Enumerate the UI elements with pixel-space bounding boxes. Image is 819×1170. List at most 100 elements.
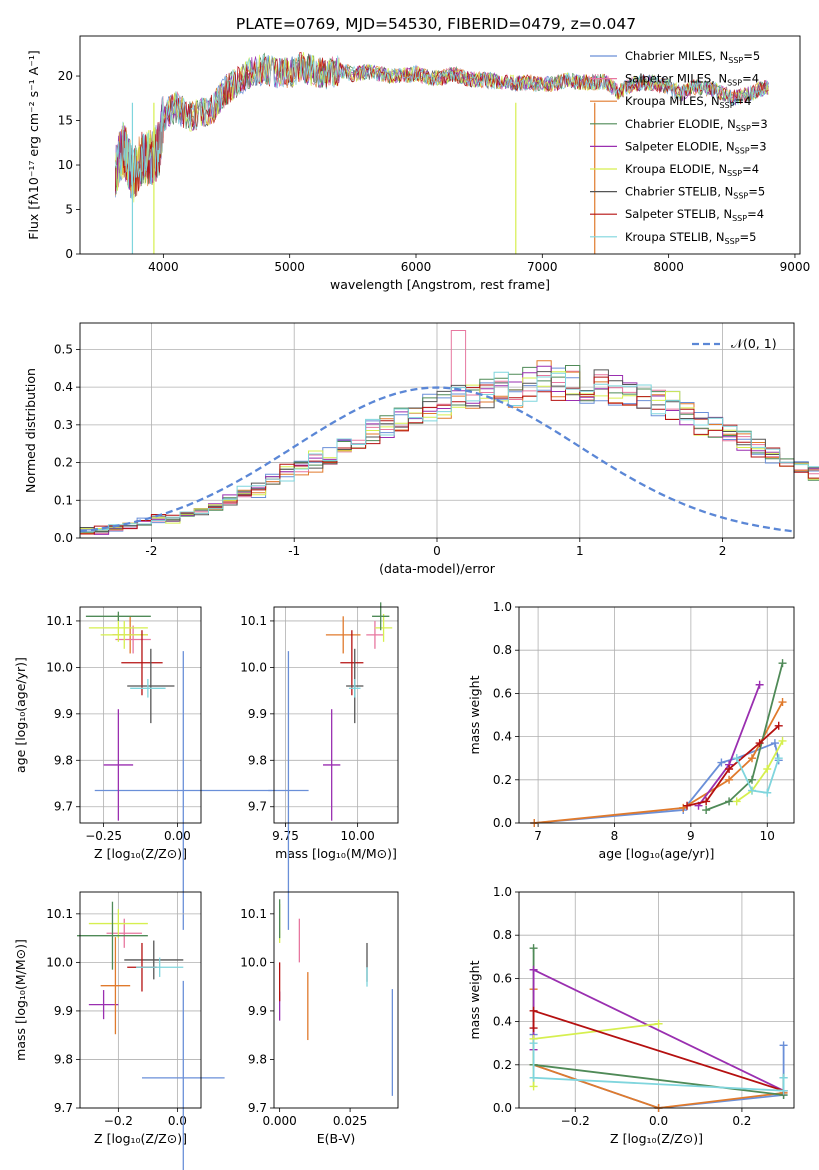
residuals-xtick-label-3: 1 <box>576 544 584 558</box>
mass-weight-vs-Z-ylabel: mass weight <box>467 960 482 1039</box>
mass-weight-vs-Z-xtick-label-0: −0.2 <box>561 1114 590 1128</box>
mass-weight-vs-Z-xtick-label-2: 0.2 <box>732 1114 751 1128</box>
age-vs-Z-xtick-label-1: 0.00 <box>164 829 191 843</box>
residuals-xtick-label-1: -1 <box>288 544 300 558</box>
mass-weight-vs-Z-marker-kroupa_stelib-0 <box>529 1039 538 1048</box>
age-vs-mass-axes-frame <box>273 606 399 824</box>
legend-entry-7: Salpeter STELIB, NSSP=4 <box>625 207 764 223</box>
mass-weight-vs-age-xlabel: age [log₁₀(age/yr)] <box>599 846 715 861</box>
legend-entry-5: Kroupa ELODIE, NSSP=4 <box>625 162 759 178</box>
residuals-hist-kroupa_stelib <box>79 371 819 538</box>
mass-weight-vs-Z-marker-chabrier_miles-4 <box>779 1041 788 1050</box>
mass-weight-vs-age-marker-kroupa_stelib-2 <box>763 788 772 797</box>
mass-weight-vs-Z-marker-kroupa_elodie-2 <box>654 1019 663 1028</box>
mass-vs-Z-ytick-label-1: 9.8 <box>54 1052 73 1066</box>
mass-weight-vs-age-marker-salpeter_stelib-1 <box>702 797 711 806</box>
mass-weight-vs-age-marker-chabrier_miles-4 <box>770 739 779 748</box>
mass-weight-vs-age-marker-kroupa_elodie-2 <box>763 765 772 773</box>
spectrum-ytick-label-1: 5 <box>65 203 73 217</box>
spectrum-xtick-label-4: 8000 <box>653 260 684 274</box>
mass-vs-EBV-ytick-label-2: 9.9 <box>248 1004 267 1018</box>
mass-vs-Z-ytick-label-4: 10.1 <box>46 907 73 921</box>
mass-weight-vs-age-ytick-label-5: 1.0 <box>493 600 512 614</box>
spectrum-xtick-label-0: 4000 <box>148 260 179 274</box>
mass-weight-vs-Z-ytick-label-1: 0.2 <box>493 1058 512 1072</box>
residuals-ylabel: Normed distribution <box>23 368 38 493</box>
mass-vs-Z-xtick-label-1: 0.0 <box>168 1114 187 1128</box>
mass-weight-vs-Z-marker-salpeter_stelib-1 <box>529 1006 538 1015</box>
mass-weight-vs-age-marker-salpeter_stelib-4 <box>774 721 783 730</box>
age-vs-Z-ytick-label-3: 10.0 <box>46 660 73 674</box>
mass-vs-Z-xtick-label-0: −0.2 <box>104 1114 133 1128</box>
spectrum-ytick-label-2: 10 <box>58 158 73 172</box>
mass-weight-vs-age-marker-chabrier_miles-2 <box>717 758 726 767</box>
mass-vs-EBV-axes-frame <box>273 891 399 1109</box>
residuals-axes-frame <box>79 322 795 539</box>
mass-weight-vs-age-ytick-label-3: 0.6 <box>493 686 512 700</box>
mass-weight-vs-age-marker-kroupa_miles-2 <box>725 775 734 784</box>
mass-weight-vs-age-marker-kroupa_stelib-0 <box>732 754 741 763</box>
age-vs-Z-axes-frame <box>79 606 202 824</box>
mass-weight-vs-age-series-kroupa_elodie <box>736 740 784 803</box>
spectrum-ytick-label-3: 15 <box>58 114 73 128</box>
residuals-xlabel: (data-model)/error <box>379 561 496 576</box>
mass-vs-Z-ylabel: mass [log₁₀(M/M⊙)] <box>13 939 28 1061</box>
age-vs-Z-ytick-label-1: 9.8 <box>54 753 73 767</box>
mass-vs-Z-xlabel: Z [log₁₀(Z/Z⊙)] <box>94 1131 187 1146</box>
spectrum-ylabel: Flux [fλ10⁻¹⁷ erg cm⁻² s⁻¹ A⁻¹] <box>26 50 41 239</box>
residuals-ytick-label-4: 0.4 <box>54 380 73 394</box>
mass-weight-vs-age-marker-salpeter_stelib-3 <box>755 739 764 748</box>
legend-entry-3: Chabrier ELODIE, NSSP=3 <box>625 117 768 133</box>
mass-weight-vs-age-marker-salpeter_elodie-2 <box>755 680 764 689</box>
mass-weight-vs-Z-xlabel: Z [log₁₀(Z/Z⊙)] <box>610 1131 703 1146</box>
legend-entry-2: Kroupa MILES, NSSP=4 <box>625 94 751 110</box>
figure-title: PLATE=0769, MJD=54530, FIBERID=0479, z=0… <box>236 15 636 33</box>
mass-vs-EBV-xtick-label-1: 0.025 <box>333 1114 367 1128</box>
age-vs-mass-ytick-label-3: 10.0 <box>240 660 267 674</box>
mass-weight-vs-age-marker-kroupa_miles-3 <box>747 754 756 763</box>
mass-vs-EBV-xlabel: E(B-V) <box>317 1131 356 1146</box>
mass-weight-vs-age-marker-chabrier_elodie-2 <box>747 775 756 784</box>
residuals-legend-label: 𝒩(0, 1) <box>731 336 777 351</box>
age-vs-mass-ytick-label-2: 9.9 <box>248 707 267 721</box>
mass-weight-vs-age-marker-kroupa_stelib-1 <box>747 786 756 795</box>
mass-weight-vs-Z-marker-salpeter_stelib-0 <box>529 1024 538 1033</box>
mass-vs-EBV-ytick-label-3: 10.0 <box>240 955 267 969</box>
mass-weight-vs-age-series-chabrier_elodie <box>705 662 784 811</box>
mass-weight-vs-age-marker-kroupa_elodie-3 <box>778 736 787 745</box>
spectrum-axes-frame <box>79 35 801 255</box>
spectrum-xtick-label-3: 7000 <box>527 260 558 274</box>
mass-weight-vs-age-marker-kroupa_stelib-3 <box>774 754 783 763</box>
mass-weight-vs-Z-marker-kroupa_elodie-0 <box>529 1082 538 1091</box>
spectrum-xlabel: wavelength [Angstrom, rest frame] <box>330 277 550 292</box>
mass-weight-vs-age-axes-frame <box>518 606 795 824</box>
mass-weight-vs-Z-xtick-label-1: 0.0 <box>649 1114 668 1128</box>
mass-weight-vs-age-xtick-label-3: 10 <box>760 829 775 843</box>
mass-weight-vs-Z-axes-frame <box>518 891 795 1109</box>
mass-weight-vs-age-marker-salpeter_stelib-0 <box>683 801 692 810</box>
mass-vs-EBV-xtick-label-0: 0.000 <box>262 1114 296 1128</box>
mass-weight-vs-Z-ytick-label-5: 1.0 <box>493 885 512 899</box>
residuals-hist-salpeter_elodie <box>79 365 819 538</box>
mass-weight-vs-age-marker-salpeter_stelib-2 <box>725 765 734 773</box>
age-vs-Z-xtick-label-0: −0.25 <box>85 829 122 843</box>
mass-weight-vs-age-marker-chabrier_elodie-3 <box>778 659 787 668</box>
legend-entry-1: Salpeter MILES, NSSP=4 <box>625 72 759 88</box>
mass-weight-vs-age-series-salpeter_stelib <box>686 725 780 807</box>
age-vs-Z-ytick-label-4: 10.1 <box>46 614 73 628</box>
age-vs-mass-ytick-label-4: 10.1 <box>240 614 267 628</box>
residuals-hist-kroupa_elodie <box>79 371 819 538</box>
age-vs-Z-ytick-label-0: 9.7 <box>54 800 73 814</box>
age-vs-mass-xtick-label-1: 10.00 <box>340 829 374 843</box>
mass-weight-vs-age-series-kroupa_stelib <box>735 757 780 794</box>
residuals-ytick-label-1: 0.1 <box>54 493 73 507</box>
mass-vs-Z-ytick-label-0: 9.7 <box>54 1101 73 1115</box>
mass-vs-EBV-ytick-label-0: 9.7 <box>248 1101 267 1115</box>
residuals-ytick-label-5: 0.5 <box>54 342 73 356</box>
mass-weight-vs-age-ytick-label-4: 0.8 <box>493 643 512 657</box>
mass-weight-vs-age-marker-chabrier_elodie-0 <box>702 806 711 815</box>
mass-vs-Z-ytick-label-3: 10.0 <box>46 955 73 969</box>
spectrum-line-kroupa_stelib <box>115 54 769 189</box>
spectrum-ytick-label-0: 0 <box>65 247 73 261</box>
